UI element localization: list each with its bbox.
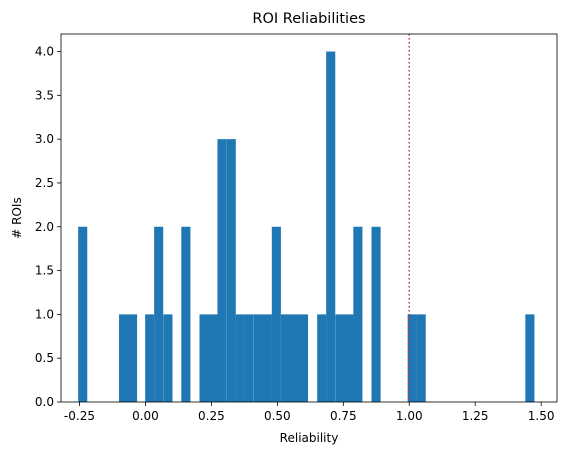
histogram-bar-1 [78,226,88,402]
histogram-bar-4 [145,314,155,402]
x-tick-label: -0.25 [64,409,95,423]
histogram-bar-22 [335,314,345,402]
histogram-bar-19 [298,314,309,402]
histogram-bar-15 [262,314,272,402]
histogram-bar-10 [217,139,227,402]
histogram-bar-9 [208,314,218,402]
histogram-bar-16 [271,226,281,402]
y-tick-label: 2.0 [35,220,54,234]
histogram-bar-5 [154,226,164,402]
x-tick-label: 0.25 [198,409,225,423]
y-tick-label: 4.0 [35,45,54,59]
histogram-bar-28 [525,314,535,402]
histogram-bar-12 [235,314,245,402]
chart-title: ROI Reliabilities [252,11,365,27]
x-axis-label: Reliability [280,431,339,445]
histogram-bar-21 [326,51,336,403]
histogram-bar-6 [163,314,173,402]
x-tick-label: 1.25 [462,409,489,423]
y-tick-label: 0.5 [35,351,54,365]
x-tick-label: 0.00 [132,409,159,423]
x-tick-label: 0.50 [264,409,291,423]
histogram-bar-14 [253,314,263,402]
histogram-bar-27 [416,314,426,402]
y-tick-label: 2.5 [35,176,54,190]
x-axis-ticks: -0.25 0.00 0.25 0.50 0.75 1.00 1.25 1.50 [64,402,555,423]
histogram-bar-17 [281,314,291,402]
histogram-bar-20 [317,314,327,402]
x-tick-label: 0.75 [330,409,357,423]
histogram-bar-25 [371,226,381,402]
histogram-bars [78,51,535,403]
histogram-bar-23 [344,314,354,402]
plot-frame [60,33,558,403]
histogram-bar-26 [407,314,417,402]
y-tick-label: 1.0 [35,307,54,321]
y-tick-label: 1.5 [35,264,54,278]
histogram-bar-24 [353,226,363,402]
y-tick-label: 0.0 [35,395,54,409]
x-tick-label: 1.50 [528,409,555,423]
histogram-bar-3 [128,314,138,402]
x-tick-label: 1.00 [396,409,423,423]
y-axis-ticks: 0.0 0.5 1.0 1.5 2.0 2.5 3.0 3.5 4.0 [35,45,61,409]
histogram-bar-7 [181,226,191,402]
histogram-bar-11 [226,139,236,402]
histogram-bar-13 [244,314,254,402]
histogram-bar-8 [199,314,209,402]
histogram-bar-18 [290,314,300,402]
y-tick-label: 3.0 [35,132,54,146]
y-tick-label: 3.5 [35,88,54,102]
y-axis-label: # ROIs [10,197,24,238]
histogram-bar-2 [119,314,129,402]
